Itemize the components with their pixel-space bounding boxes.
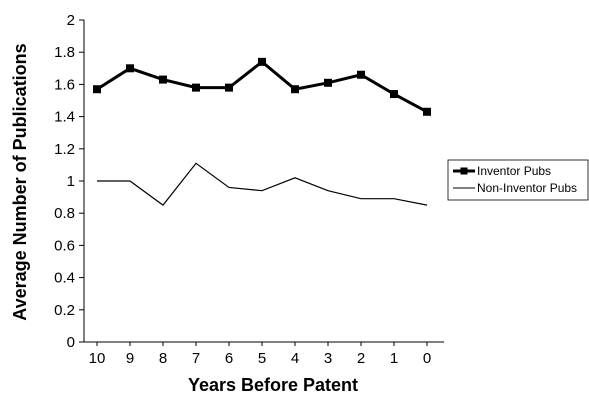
data-point-inventor (159, 75, 167, 84)
x-tick-label: 7 (192, 350, 200, 367)
legend-label-non-inventor: Non-Inventor Pubs (477, 181, 577, 195)
data-point-inventor (357, 70, 365, 79)
x-tick-label: 10 (89, 350, 106, 367)
x-tick-label: 9 (126, 350, 134, 367)
data-point-inventor (225, 83, 233, 92)
y-tick-label: 0.6 (54, 237, 75, 254)
y-tick-label: 1.4 (54, 109, 75, 126)
x-tick-label: 3 (324, 350, 332, 367)
y-tick-label: 2 (67, 12, 75, 29)
data-point-inventor (291, 85, 299, 94)
data-point-inventor (126, 64, 134, 73)
y-axis-title: Average Number of Publications (10, 43, 30, 320)
y-tick-label: 1.8 (54, 44, 75, 61)
y-axis-ticks: 0 0.2 0.4 0.6 0.8 1 1.2 1.4 1.6 1.8 2 (54, 12, 84, 351)
data-point-inventor (324, 78, 332, 87)
x-tick-label: 1 (390, 350, 398, 367)
y-tick-label: 0.8 (54, 205, 75, 222)
x-tick-label: 2 (357, 350, 365, 367)
x-tick-label: 8 (159, 350, 167, 367)
data-point-inventor (192, 83, 200, 92)
x-tick-label: 5 (258, 350, 266, 367)
series-line-inventor (96, 59, 428, 114)
y-tick-label: 1 (67, 173, 75, 190)
y-tick-label: 0.4 (54, 270, 75, 287)
x-tick-label: 0 (423, 350, 431, 367)
legend-marker-inventor (460, 167, 468, 175)
data-point-inventor (390, 90, 398, 99)
y-tick-label: 1.6 (54, 76, 75, 93)
legend: Inventor Pubs Non-Inventor Pubs (447, 159, 589, 201)
y-tick-label: 0.2 (54, 302, 75, 319)
x-axis-title: Years Before Patent (188, 375, 358, 395)
data-point-inventor (423, 107, 431, 116)
x-tick-label: 6 (225, 350, 233, 367)
series-layer (93, 57, 431, 206)
legend-box (447, 159, 589, 201)
legend-label-inventor: Inventor Pubs (477, 164, 551, 178)
x-tick-label: 4 (291, 350, 299, 367)
x-axis-ticks: 10 9 8 7 6 5 4 3 2 1 0 (89, 342, 431, 367)
series-line-non-inventor (97, 162, 428, 206)
y-tick-label: 1.2 (54, 141, 75, 158)
data-point-inventor (93, 85, 101, 94)
data-point-inventor (258, 57, 266, 66)
y-tick-label: 0 (67, 334, 75, 351)
